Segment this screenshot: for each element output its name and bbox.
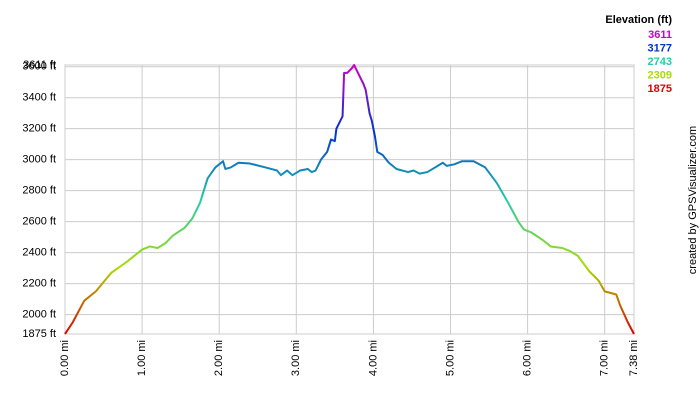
legend-value: 2743 bbox=[648, 56, 672, 68]
legend-value: 3611 bbox=[648, 29, 672, 41]
plot-area bbox=[64, 64, 635, 335]
x-tick-label: 0.00 mi bbox=[59, 340, 71, 376]
y-tick-label: 3611 ft bbox=[23, 59, 56, 71]
x-tick-label: 2.00 mi bbox=[213, 340, 225, 376]
y-tick-label: 1875 ft bbox=[22, 328, 56, 340]
y-tick-label: 2200 ft bbox=[22, 278, 56, 290]
y-tick-label: 3000 ft bbox=[22, 154, 56, 166]
legend-title: Elevation (ft) bbox=[605, 14, 672, 26]
x-tick-label: 7.00 mi bbox=[599, 340, 611, 376]
x-tick-label: 1.00 mi bbox=[136, 340, 148, 376]
x-tick-label: 3.00 mi bbox=[290, 340, 302, 376]
legend-value: 1875 bbox=[648, 83, 672, 95]
legend-value: 3177 bbox=[648, 42, 672, 54]
y-tick-label: 2800 ft bbox=[22, 185, 56, 197]
y-tick-label: 2600 ft bbox=[22, 216, 56, 228]
elevation-line bbox=[64, 64, 635, 335]
legend-value: 2309 bbox=[648, 69, 672, 81]
x-tick-label: 7.38 mi bbox=[628, 340, 640, 376]
y-tick-label: 3200 ft bbox=[22, 123, 56, 135]
y-tick-label: 3600 ft bbox=[22, 61, 56, 73]
y-tick-label: 3400 ft bbox=[22, 92, 56, 104]
x-tick-label: 5.00 mi bbox=[444, 340, 456, 376]
y-tick-label: 2000 ft bbox=[22, 309, 56, 321]
y-tick-label: 2400 ft bbox=[22, 247, 56, 259]
x-tick-label: 6.00 mi bbox=[522, 340, 534, 376]
credit: created by GPSVisualizer.com bbox=[687, 126, 699, 274]
x-tick-label: 4.00 mi bbox=[367, 340, 379, 376]
